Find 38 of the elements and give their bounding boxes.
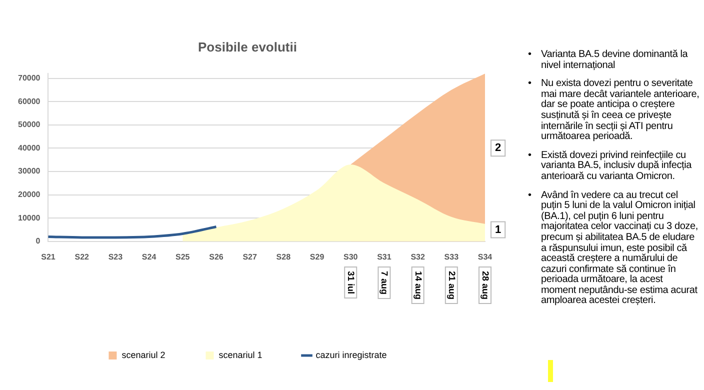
x-tick-label: S30 <box>343 252 358 262</box>
legend-label: scenariul 2 <box>122 350 166 360</box>
y-tick-label: 60000 <box>18 96 41 106</box>
legend-label: scenariul 1 <box>218 350 262 360</box>
x-tick-label: S29 <box>310 252 325 262</box>
x-tick-label: S27 <box>242 252 258 262</box>
y-tick-label: 30000 <box>18 166 41 176</box>
text: 28 aug <box>480 271 491 300</box>
y-tick-label: 70000 <box>18 73 41 82</box>
y-tick-label: 0 <box>36 236 41 246</box>
chart-title: Posibile evolutii <box>198 39 297 54</box>
annotation: 2 <box>494 142 502 154</box>
y-tick-label: 20000 <box>18 190 41 199</box>
y-tick-label: 10000 <box>18 213 41 222</box>
text: 14 aug <box>413 271 424 300</box>
x-tick-label: S32 <box>410 252 426 262</box>
x-tick-label: S33 <box>444 252 460 262</box>
y-tick-label: 50000 <box>18 120 41 130</box>
text: 21 aug <box>446 271 457 300</box>
text: • Având în vedere ca au trecut cel puțin 5 luni de la valul Omicron inițial (BA.1), cel puțin 6 luni pentru majoritatea celor vaccinați cu 3 doze, precum și abilitatea BA.5 de eludare a răspunsului imun, este posibil că această creștere a numărului de cazuri confirmate să continue în perioada următoare, la acest moment neputându-se estima acurat amploarea acestei creșteri. <box>528 190 698 306</box>
x-tick-label: S23 <box>108 252 124 262</box>
x-tick-label: S21 <box>41 252 56 262</box>
x-tick-label: S26 <box>209 252 224 262</box>
text: 31 iul <box>346 270 356 294</box>
text: 7 aug <box>380 270 390 295</box>
x-tick-label: S24 <box>142 252 157 262</box>
y-tick-label: 40000 <box>18 143 41 152</box>
text: • Nu exista dovezi pentru o severitate mai mare decât variantele anterioare, dar se poate anticipa o creștere susținută și în ceea ce privește internările în secții și ATI pentru următoarea perioadă. <box>528 78 700 142</box>
annotation: 1 <box>494 224 502 236</box>
text: • Există dovezi privind reinfecțiile cu varianta BA.5, inclusiv după infecția anterioară cu varianta Omicron. <box>528 150 692 182</box>
x-tick-label: S31 <box>377 252 392 262</box>
x-tick-label: S22 <box>74 252 90 262</box>
x-tick-label: S34 <box>478 252 493 262</box>
legend-label: cazuri inregistrate <box>316 350 387 360</box>
line-series <box>46 225 218 239</box>
x-tick-label: S25 <box>176 252 190 262</box>
text: • Varianta BA.5 devine dominantă la nivel internațional <box>528 49 688 71</box>
x-tick-label: S28 <box>276 252 292 262</box>
